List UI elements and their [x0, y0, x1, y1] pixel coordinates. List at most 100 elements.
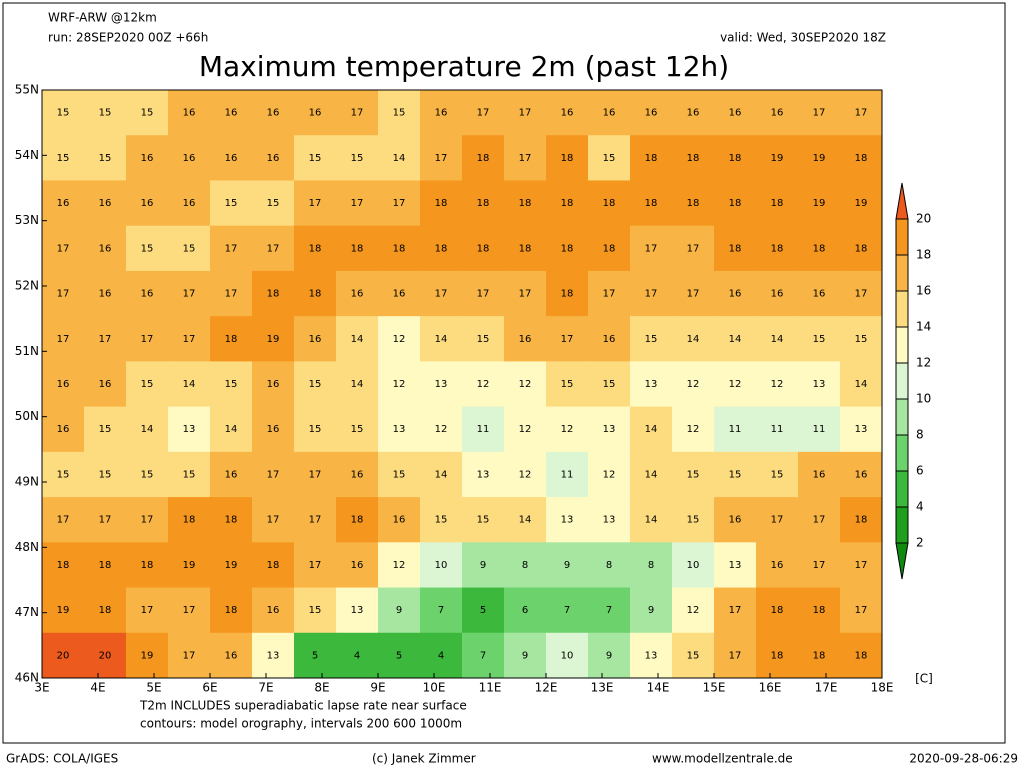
temp-value: 12: [477, 379, 490, 390]
temp-cell: [714, 361, 757, 408]
temp-value: 15: [771, 469, 784, 480]
temp-value: 15: [351, 153, 364, 164]
temp-value: 5: [312, 650, 318, 661]
temp-cell: [210, 632, 253, 679]
temp-cell: [630, 632, 673, 679]
temp-cell: [840, 587, 883, 634]
temp-value: 18: [141, 560, 154, 571]
temp-cell: [588, 225, 631, 272]
temp-value: 18: [561, 198, 574, 209]
note: T2m INCLUDES superadiabatic lapse rate n…: [139, 699, 467, 713]
temp-cell: [630, 316, 673, 362]
temp-cell: [798, 406, 841, 453]
temp-value: 15: [687, 469, 700, 480]
temp-cell: [168, 497, 211, 543]
temp-cell: [630, 180, 673, 227]
temp-cell: [672, 180, 715, 227]
temp-value: 19: [813, 198, 826, 209]
temp-cell: [420, 361, 463, 408]
temp-cell: [630, 451, 673, 498]
temp-value: 17: [477, 108, 490, 119]
temp-value: 16: [351, 469, 364, 480]
temp-value: 16: [57, 198, 70, 209]
temp-cell: [588, 316, 631, 362]
run: run: 28SEP2020 00Z +66h: [48, 31, 208, 45]
temp-cell: [546, 587, 589, 634]
temp-value: 7: [564, 605, 570, 616]
temp-cell: [672, 270, 715, 317]
temp-cell: [252, 451, 295, 498]
temp-value: 16: [561, 108, 574, 119]
temp-cell: [504, 587, 547, 634]
temp-cell: [42, 587, 85, 634]
temp-value: 15: [687, 650, 700, 661]
temp-value: 17: [855, 560, 868, 571]
lat-label: 55N: [15, 83, 39, 97]
temp-cell: [798, 316, 841, 362]
temp-cell: [378, 587, 421, 634]
temp-cell: [252, 406, 295, 453]
temp-value: 18: [477, 153, 490, 164]
temp-cell: [756, 225, 799, 272]
temp-cell: [504, 632, 547, 679]
temp-value: 15: [561, 379, 574, 390]
temp-cell: [420, 632, 463, 679]
temp-cell: [378, 497, 421, 543]
temp-value: 9: [606, 650, 612, 661]
temp-cell: [840, 90, 883, 136]
temp-value: 17: [855, 289, 868, 300]
temp-cell: [294, 270, 337, 317]
temp-value: 18: [99, 605, 112, 616]
temp-cell: [462, 451, 505, 498]
temp-value: 9: [648, 605, 654, 616]
temp-value: 14: [225, 424, 238, 435]
temp-cell: [126, 361, 169, 408]
temp-value: 20: [99, 650, 112, 661]
temp-cell: [126, 497, 169, 543]
temp-cell: [168, 361, 211, 408]
temp-cell: [252, 316, 295, 362]
temp-cell: [462, 361, 505, 408]
temp-cell: [588, 542, 631, 589]
temp-cell: [84, 542, 127, 589]
temp-value: 18: [855, 153, 868, 164]
temp-value: 12: [687, 379, 700, 390]
temp-cell: [756, 542, 799, 589]
temp-cell: [42, 90, 85, 136]
temp-value: 7: [480, 650, 486, 661]
temp-cell: [126, 90, 169, 136]
temp-cell: [168, 270, 211, 317]
temp-cell: [672, 361, 715, 408]
temp-cell: [798, 180, 841, 227]
temp-value: 16: [393, 515, 406, 526]
temp-cell: [252, 270, 295, 317]
temp-value: 14: [435, 469, 448, 480]
temp-cell: [840, 406, 883, 453]
temp-value: 17: [309, 560, 322, 571]
temp-value: 14: [141, 424, 154, 435]
temp-value: 16: [435, 108, 448, 119]
temp-cell: [798, 497, 841, 543]
temp-value: 17: [57, 243, 70, 254]
temp-value: 18: [225, 334, 238, 345]
title: Maximum temperature 2m (past 12h): [199, 50, 729, 83]
temp-value: 18: [561, 289, 574, 300]
temp-value: 17: [225, 243, 238, 254]
temp-cell: [546, 406, 589, 453]
temp-cell: [546, 135, 589, 181]
temp-value: 12: [519, 379, 532, 390]
temp-cell: [462, 270, 505, 317]
temp-cell: [672, 90, 715, 136]
temp-value: 18: [855, 515, 868, 526]
temp-cell: [588, 180, 631, 227]
temp-value: 18: [477, 243, 490, 254]
temp-value: 16: [141, 153, 154, 164]
temp-cell: [462, 135, 505, 181]
temp-value: 12: [603, 469, 616, 480]
temp-cell: [42, 180, 85, 227]
lon-label: 3E: [34, 681, 49, 695]
temp-value: 18: [855, 650, 868, 661]
temp-value: 18: [435, 198, 448, 209]
colorbar-label: 4: [916, 500, 924, 514]
temp-cell: [294, 542, 337, 589]
